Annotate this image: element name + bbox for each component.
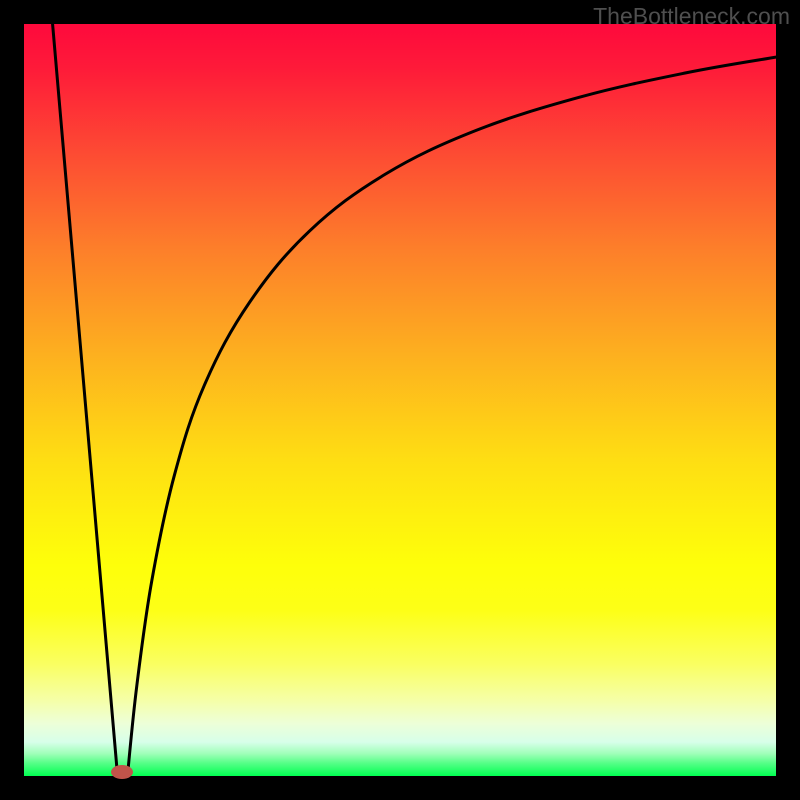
curve-left-branch (53, 24, 118, 772)
plot-inner (24, 24, 776, 776)
bottleneck-curve (24, 24, 776, 776)
curve-right-branch (128, 57, 776, 772)
optimal-point-marker (111, 765, 133, 779)
plot-area (24, 24, 776, 776)
source-watermark: TheBottleneck.com (593, 3, 790, 30)
